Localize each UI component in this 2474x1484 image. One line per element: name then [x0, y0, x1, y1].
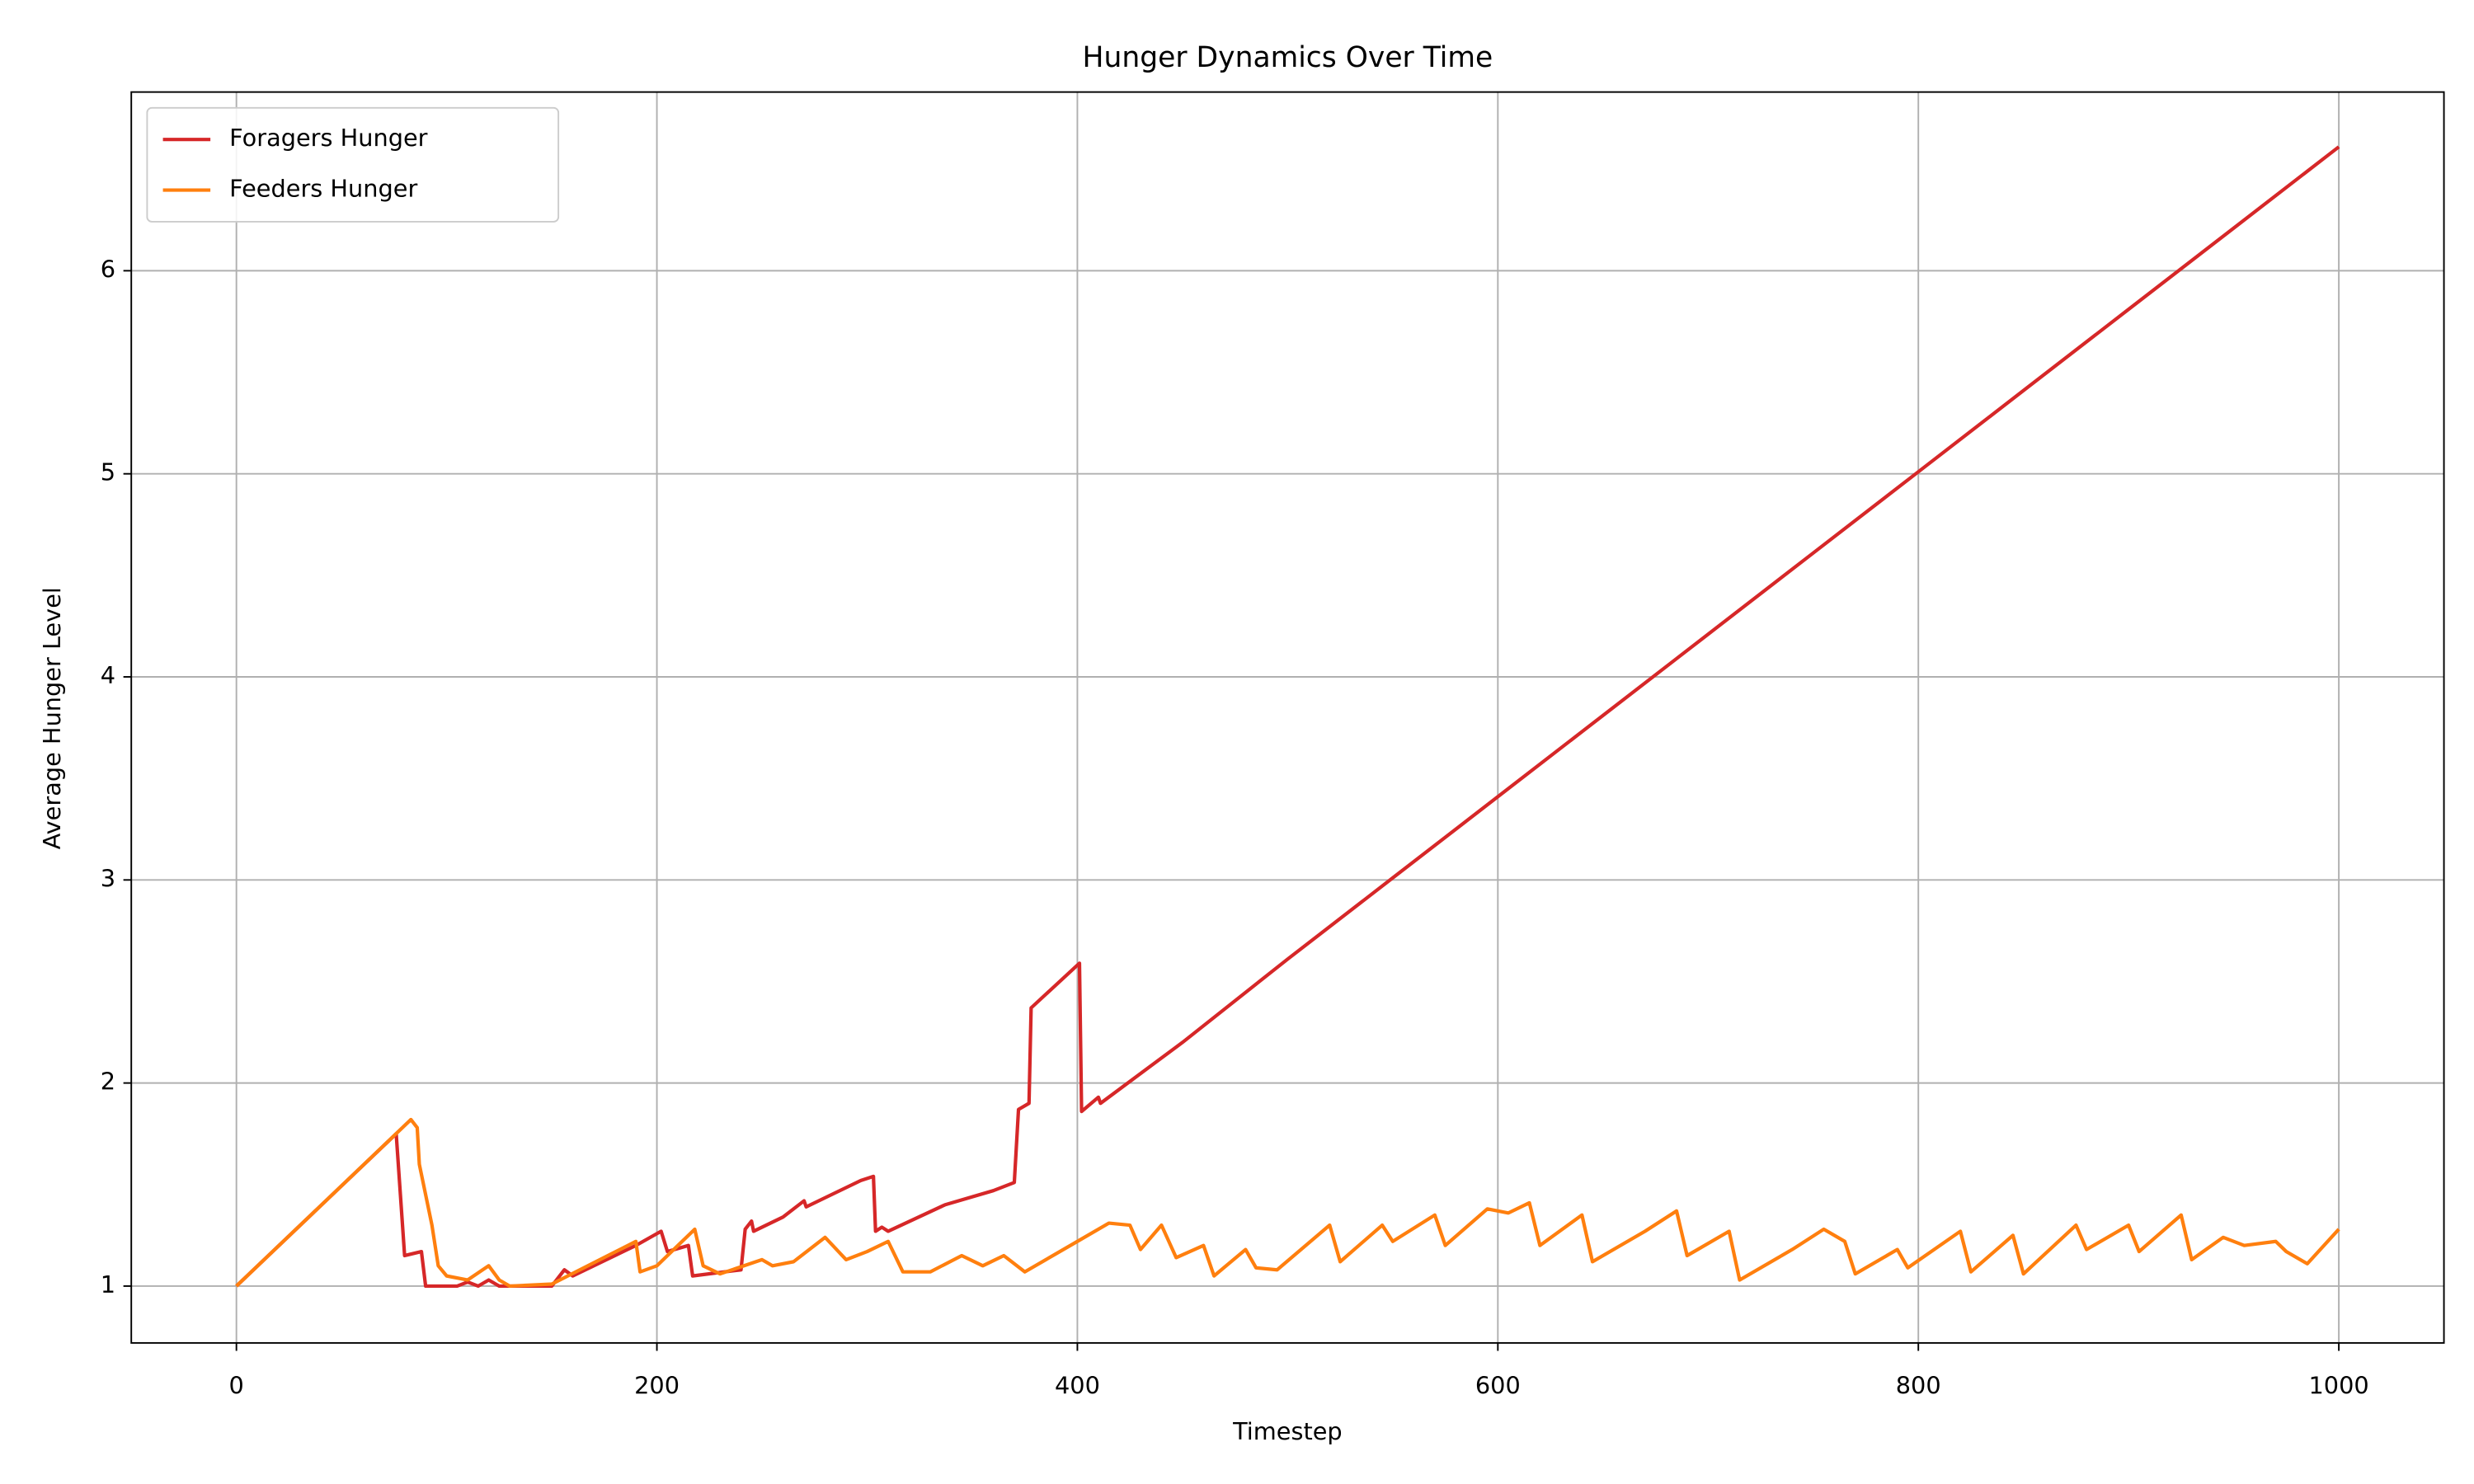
y-tick-label: 1	[101, 1270, 115, 1298]
y-tick-label: 3	[101, 864, 115, 892]
chart-title: Hunger Dynamics Over Time	[1083, 41, 1493, 74]
y-tick-label: 5	[101, 458, 115, 486]
x-tick-label: 0	[229, 1372, 244, 1400]
x-tick-label: 200	[634, 1372, 680, 1400]
y-tick-label: 4	[101, 661, 115, 689]
x-tick-label: 400	[1055, 1372, 1100, 1400]
y-tick-label: 2	[101, 1068, 115, 1096]
series-line	[235, 145, 2340, 1289]
x-tick-label: 800	[1896, 1372, 1941, 1400]
legend-box	[146, 106, 560, 223]
legend-label: Foragers Hunger	[229, 124, 428, 152]
series-line	[235, 1117, 2340, 1289]
x-axis-label: Timestep	[1232, 1417, 1343, 1445]
y-axis-label: Average Hunger Level	[38, 587, 66, 849]
x-tick-label: 600	[1475, 1372, 1521, 1400]
y-tick-label: 6	[101, 255, 115, 283]
x-tick-label: 1000	[2308, 1372, 2368, 1400]
plot-frame	[130, 91, 2445, 1344]
legend-label: Feeders Hunger	[229, 175, 417, 203]
